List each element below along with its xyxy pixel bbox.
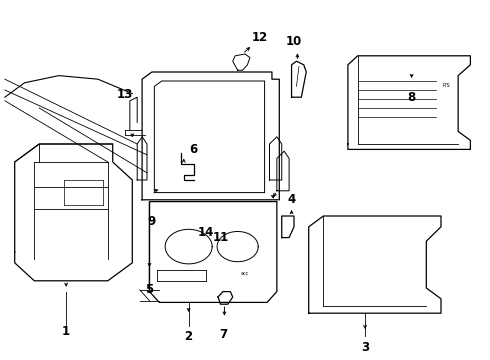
Text: 3: 3 — [361, 341, 369, 354]
Text: 9: 9 — [148, 215, 156, 228]
Text: 14: 14 — [197, 226, 214, 239]
Text: 6: 6 — [190, 143, 197, 156]
Text: 13: 13 — [117, 88, 133, 101]
Text: 2: 2 — [185, 330, 193, 343]
Text: 12: 12 — [251, 31, 268, 44]
Text: 7: 7 — [219, 328, 227, 341]
Text: acc: acc — [241, 271, 249, 276]
Text: 10: 10 — [286, 35, 302, 48]
Text: 8: 8 — [408, 91, 416, 104]
Text: 1: 1 — [62, 325, 70, 338]
Text: 4: 4 — [288, 193, 295, 206]
Text: P/S: P/S — [442, 82, 450, 87]
Text: 11: 11 — [212, 231, 229, 244]
Text: 5: 5 — [146, 283, 153, 296]
